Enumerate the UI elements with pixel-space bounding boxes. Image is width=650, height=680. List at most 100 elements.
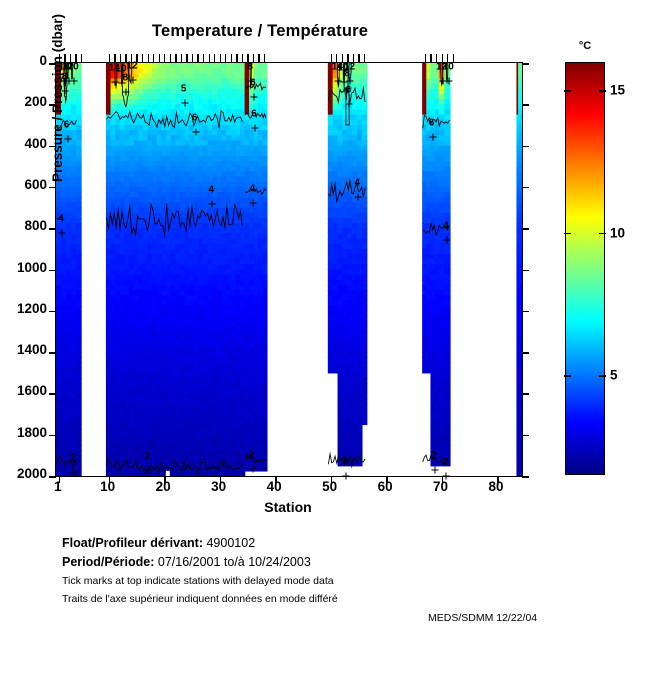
y-tickmark-right bbox=[522, 476, 529, 478]
contour-label: 6 bbox=[251, 108, 257, 120]
delayed-mode-tickmark bbox=[75, 54, 77, 63]
delayed-mode-tickmark bbox=[347, 54, 349, 63]
float-value: 4900102 bbox=[206, 536, 256, 550]
delayed-mode-tickmark bbox=[203, 54, 205, 63]
x-tick-label: 1 bbox=[54, 479, 62, 494]
contour-label: 4 bbox=[208, 184, 215, 196]
delayed-mode-tickmark bbox=[214, 54, 216, 63]
delayed-mode-tickmark bbox=[447, 54, 449, 63]
contour-label-marker bbox=[145, 461, 153, 474]
contour-label-marker bbox=[64, 129, 72, 143]
y-tickmark bbox=[49, 186, 56, 189]
delayed-mode-tickmark bbox=[164, 54, 166, 63]
colorbar-tickmark-right bbox=[599, 90, 606, 92]
y-tickmark bbox=[49, 63, 56, 65]
contour-label-marker bbox=[249, 193, 257, 207]
footer-credit: MEDS/SDMM 12/22/04 bbox=[428, 612, 538, 624]
delayed-mode-tickmark bbox=[158, 54, 160, 63]
x-tickmark bbox=[219, 476, 222, 483]
delayed-mode-tickmark bbox=[208, 54, 210, 63]
y-tickmark bbox=[49, 393, 56, 395]
y-axis-label: Pressure / Pression (dbar) bbox=[50, 13, 65, 183]
y-tickmark-right bbox=[522, 63, 529, 65]
y-tickmark bbox=[49, 434, 56, 437]
delayed-mode-tickmark bbox=[80, 54, 83, 63]
contour-label-marker bbox=[249, 460, 257, 473]
delayed-mode-tickmark bbox=[430, 54, 432, 63]
contour-label: 8 bbox=[247, 61, 253, 73]
colorbar-tickmark-left bbox=[564, 375, 571, 377]
y-tickmark bbox=[49, 352, 56, 354]
delayed-mode-tickmark bbox=[119, 54, 122, 63]
y-tickmark-right bbox=[522, 186, 529, 189]
delayed-mode-tickmark bbox=[358, 54, 360, 63]
y-tick-label: 1000 bbox=[16, 259, 47, 275]
y-tick-label: 800 bbox=[24, 218, 47, 234]
delayed-mode-tickmark bbox=[330, 54, 332, 63]
contour-label: 4 bbox=[58, 213, 64, 225]
delayed-mode-tickmark bbox=[125, 54, 127, 63]
x-tickmark bbox=[275, 476, 277, 483]
colorbar-tickmark-left bbox=[564, 232, 571, 235]
delayed-mode-tickmark bbox=[175, 54, 177, 63]
note-french: Traits de l'axe supérieur indiquent donn… bbox=[62, 593, 338, 605]
x-tickmark bbox=[386, 476, 388, 483]
delayed-mode-tickmark bbox=[108, 54, 110, 63]
y-tickmark-right bbox=[522, 310, 529, 313]
contour-label: 14 bbox=[108, 62, 120, 74]
contour-label-marker bbox=[129, 70, 137, 84]
contour-label-marker bbox=[445, 71, 453, 85]
delayed-mode-tickmark bbox=[363, 54, 366, 63]
contour-label-marker bbox=[443, 231, 451, 244]
delayed-mode-tickmark bbox=[136, 54, 138, 63]
delayed-mode-tickmark bbox=[153, 54, 155, 63]
contour-label: 2 bbox=[249, 449, 255, 461]
y-tick-label: 1600 bbox=[16, 383, 47, 399]
colorbar-tick-label: 10 bbox=[610, 225, 626, 241]
delayed-mode-tickmark bbox=[197, 54, 199, 63]
delayed-mode-tickmark bbox=[130, 54, 133, 63]
delayed-mode-tickmark bbox=[147, 54, 149, 63]
contour-label-marker bbox=[342, 466, 350, 480]
contour-label: 6 bbox=[191, 112, 198, 124]
contour-label: 10 bbox=[67, 61, 79, 73]
contour-label: 2 bbox=[70, 452, 76, 464]
contour-label: 12 bbox=[435, 61, 448, 73]
colorbar-tickmark-left bbox=[564, 90, 571, 92]
contour-label: 4 bbox=[354, 177, 361, 189]
contour-label: 2 bbox=[442, 456, 448, 468]
delayed-mode-tickmark bbox=[352, 54, 355, 63]
delayed-mode-tickmark bbox=[452, 54, 454, 63]
contour-label: 6 bbox=[345, 84, 352, 96]
delayed-mode-tickmark bbox=[64, 54, 66, 63]
y-tickmark-right bbox=[522, 228, 529, 230]
delayed-mode-tickmark bbox=[264, 54, 266, 63]
contour-label: 8 bbox=[61, 71, 68, 83]
colorbar-tickmark-right bbox=[599, 375, 606, 377]
y-tick-label: 1800 bbox=[16, 424, 47, 440]
contour-label-marker bbox=[431, 461, 439, 474]
contour-label-marker bbox=[247, 72, 255, 85]
x-tickmark bbox=[330, 476, 333, 483]
delayed-mode-tickmark bbox=[424, 54, 427, 63]
y-tickmark-right bbox=[522, 145, 529, 148]
delayed-mode-tickmark bbox=[58, 54, 61, 63]
contour-label: 4 bbox=[443, 220, 449, 232]
y-tickmark-right bbox=[522, 352, 529, 354]
y-tickmark bbox=[49, 310, 56, 313]
contour-label-marker bbox=[429, 127, 437, 141]
contour-label-marker bbox=[61, 82, 69, 95]
y-tickmark-right bbox=[522, 104, 529, 106]
y-tickmark bbox=[49, 104, 56, 106]
y-tickmark bbox=[49, 269, 56, 272]
delayed-mode-tickmark bbox=[241, 54, 244, 63]
x-tick-label: 60 bbox=[377, 479, 393, 494]
contour-label: 6 bbox=[63, 119, 70, 131]
delayed-mode-tickmark bbox=[252, 54, 255, 63]
period-line: Period/Période: 07/16/2001 to/à 10/24/20… bbox=[62, 555, 582, 569]
float-line: Float/Profileur dérivant: 4900102 bbox=[62, 536, 582, 550]
contour-label-marker bbox=[345, 94, 353, 108]
delayed-mode-tickmark bbox=[230, 54, 233, 63]
page-title: Temperature / Température bbox=[151, 22, 369, 40]
delayed-mode-tickmark bbox=[236, 54, 238, 63]
